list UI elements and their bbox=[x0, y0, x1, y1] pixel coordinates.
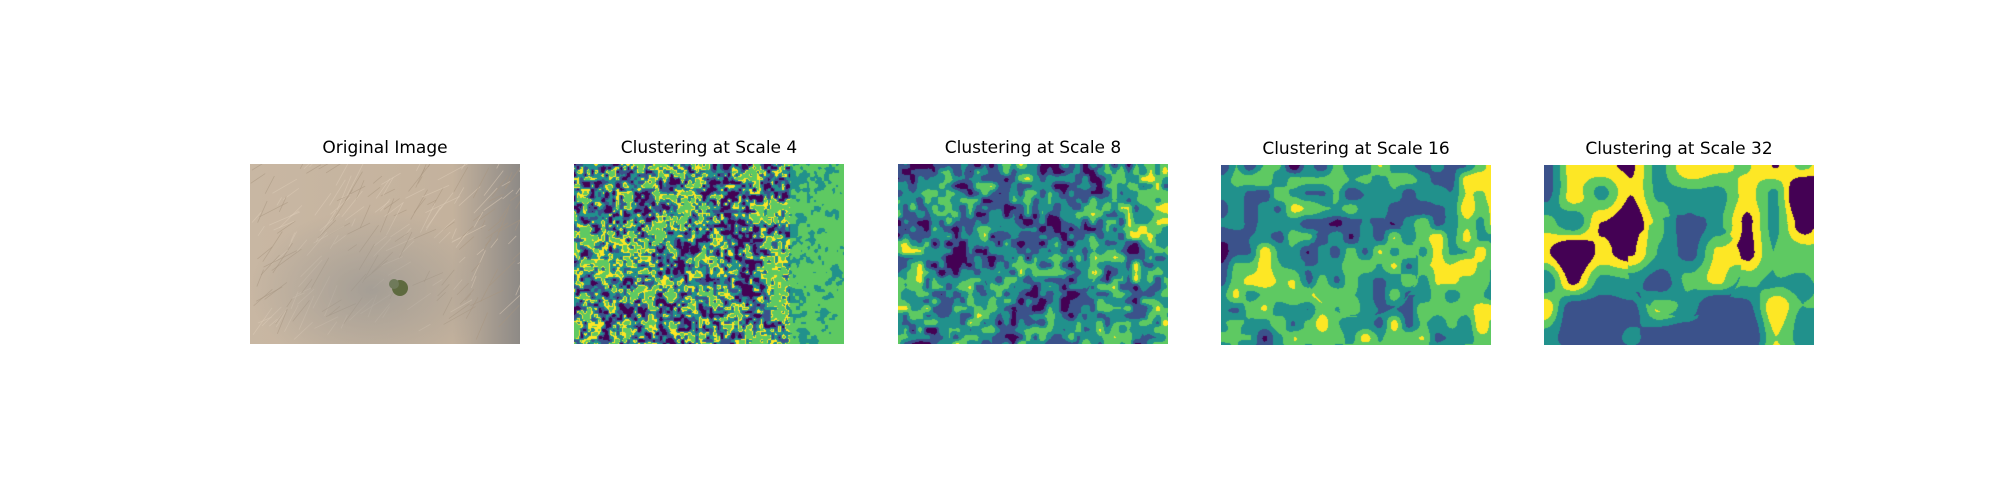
panel-title: Clustering at Scale 16 bbox=[1262, 139, 1450, 159]
original-image bbox=[250, 164, 520, 344]
cluster-map-scale-8 bbox=[898, 164, 1168, 344]
panel-title: Original Image bbox=[322, 138, 448, 158]
cluster-map-scale-4 bbox=[574, 164, 844, 344]
panel-title: Clustering at Scale 32 bbox=[1585, 139, 1773, 159]
cluster-map-scale-16 bbox=[1221, 165, 1491, 345]
cluster-map-scale-32 bbox=[1544, 165, 1814, 345]
panel-title: Clustering at Scale 4 bbox=[620, 138, 798, 158]
panel-title: Clustering at Scale 8 bbox=[944, 138, 1122, 158]
